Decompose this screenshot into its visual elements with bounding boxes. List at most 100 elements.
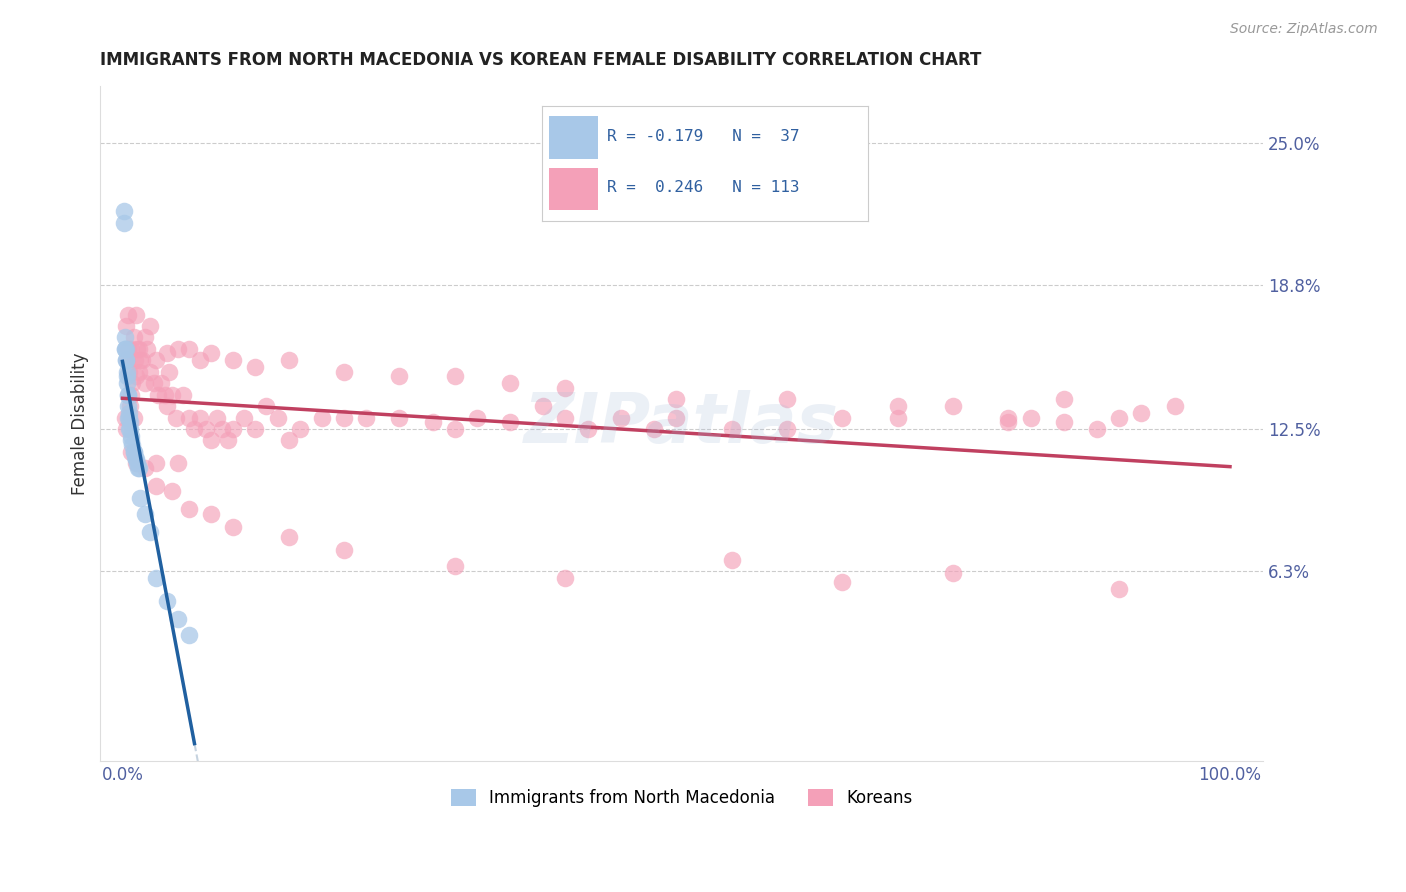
Koreans — [942, 399, 965, 413]
Koreans — [188, 410, 211, 425]
Text: ZIPatlas: ZIPatlas — [524, 390, 839, 457]
Koreans — [1053, 392, 1076, 407]
Immigrants from North Macedonia — [124, 450, 146, 464]
Koreans — [135, 342, 157, 356]
Immigrants from North Macedonia — [114, 353, 136, 368]
Koreans — [165, 410, 187, 425]
Koreans — [134, 461, 156, 475]
Koreans — [131, 353, 153, 368]
Koreans — [1053, 415, 1076, 429]
Koreans — [129, 353, 152, 368]
Koreans — [122, 330, 145, 344]
Immigrants from North Macedonia — [118, 406, 141, 420]
Koreans — [153, 387, 176, 401]
Koreans — [256, 399, 278, 413]
Immigrants from North Macedonia — [128, 461, 150, 475]
Immigrants from North Macedonia — [114, 330, 136, 344]
Koreans — [333, 365, 356, 379]
Immigrants from North Macedonia — [117, 387, 139, 401]
Koreans — [177, 502, 200, 516]
Koreans — [128, 365, 150, 379]
Koreans — [172, 387, 194, 401]
Koreans — [139, 365, 162, 379]
Koreans — [157, 365, 180, 379]
Koreans — [1108, 410, 1130, 425]
Koreans — [245, 422, 267, 436]
Koreans — [122, 410, 145, 425]
Immigrants from North Macedonia — [118, 422, 141, 436]
Koreans — [831, 575, 853, 590]
Immigrants from North Macedonia — [120, 415, 142, 429]
Koreans — [134, 376, 156, 391]
Koreans — [720, 422, 742, 436]
Koreans — [554, 571, 576, 585]
Immigrants from North Macedonia — [114, 342, 136, 356]
Y-axis label: Female Disability: Female Disability — [72, 352, 89, 494]
Koreans — [610, 410, 633, 425]
Koreans — [142, 376, 165, 391]
Koreans — [643, 422, 665, 436]
Immigrants from North Macedonia — [139, 524, 162, 539]
Koreans — [211, 422, 233, 436]
Koreans — [333, 543, 356, 558]
Koreans — [388, 410, 411, 425]
Immigrants from North Macedonia — [122, 445, 145, 459]
Koreans — [120, 387, 142, 401]
Koreans — [145, 479, 167, 493]
Koreans — [277, 434, 299, 448]
Koreans — [997, 415, 1019, 429]
Koreans — [125, 456, 148, 470]
Koreans — [942, 566, 965, 581]
Immigrants from North Macedonia — [112, 216, 135, 230]
Koreans — [118, 365, 141, 379]
Koreans — [205, 410, 228, 425]
Koreans — [443, 422, 465, 436]
Koreans — [162, 483, 184, 498]
Immigrants from North Macedonia — [115, 365, 138, 379]
Koreans — [311, 410, 333, 425]
Immigrants from North Macedonia — [134, 507, 156, 521]
Koreans — [120, 445, 142, 459]
Immigrants from North Macedonia — [112, 204, 135, 219]
Koreans — [124, 353, 146, 368]
Immigrants from North Macedonia — [120, 434, 142, 448]
Koreans — [288, 422, 311, 436]
Legend: Immigrants from North Macedonia, Koreans: Immigrants from North Macedonia, Koreans — [444, 782, 920, 814]
Immigrants from North Macedonia — [177, 628, 200, 642]
Koreans — [776, 392, 799, 407]
Koreans — [499, 376, 522, 391]
Koreans — [146, 387, 169, 401]
Koreans — [576, 422, 599, 436]
Koreans — [531, 399, 554, 413]
Immigrants from North Macedonia — [120, 422, 142, 436]
Koreans — [188, 353, 211, 368]
Koreans — [499, 415, 522, 429]
Koreans — [125, 342, 148, 356]
Koreans — [354, 410, 377, 425]
Immigrants from North Macedonia — [117, 410, 139, 425]
Koreans — [156, 399, 179, 413]
Koreans — [125, 308, 148, 322]
Koreans — [233, 410, 256, 425]
Immigrants from North Macedonia — [114, 353, 136, 368]
Koreans — [120, 399, 142, 413]
Text: Source: ZipAtlas.com: Source: ZipAtlas.com — [1230, 22, 1378, 37]
Koreans — [183, 422, 205, 436]
Immigrants from North Macedonia — [114, 342, 136, 356]
Immigrants from North Macedonia — [127, 461, 149, 475]
Koreans — [1130, 406, 1153, 420]
Immigrants from North Macedonia — [118, 410, 141, 425]
Koreans — [114, 318, 136, 333]
Immigrants from North Macedonia — [117, 399, 139, 413]
Koreans — [128, 342, 150, 356]
Immigrants from North Macedonia — [125, 456, 148, 470]
Koreans — [194, 422, 217, 436]
Koreans — [145, 353, 167, 368]
Koreans — [266, 410, 288, 425]
Immigrants from North Macedonia — [121, 438, 143, 452]
Koreans — [150, 376, 173, 391]
Koreans — [115, 353, 138, 368]
Immigrants from North Macedonia — [120, 429, 142, 443]
Koreans — [333, 410, 356, 425]
Koreans — [443, 559, 465, 574]
